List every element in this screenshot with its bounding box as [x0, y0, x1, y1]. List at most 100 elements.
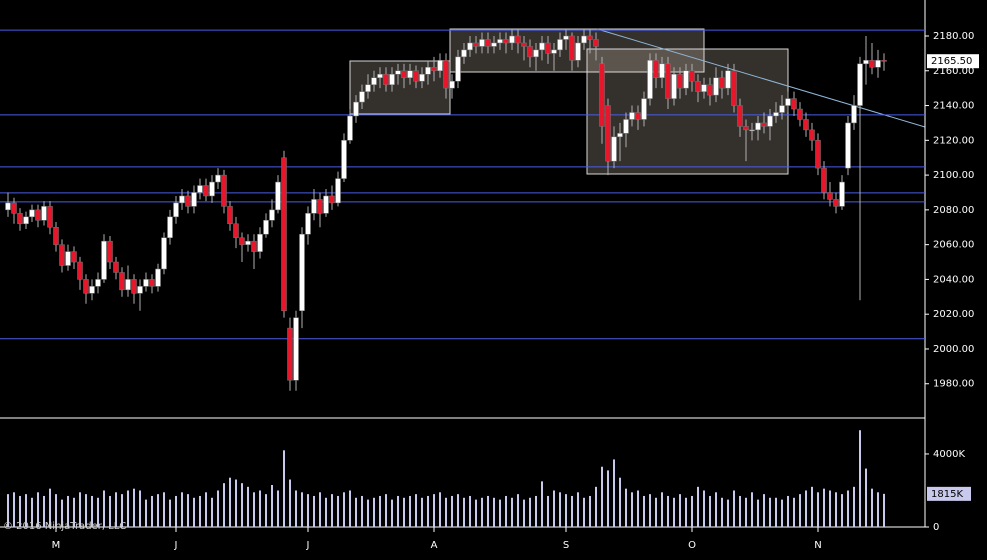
candle-body	[701, 84, 707, 92]
candle-body	[839, 181, 845, 207]
volume-bar	[37, 492, 39, 527]
x-tick-label: N	[814, 540, 821, 551]
volume-bar	[91, 495, 93, 527]
volume-bar	[613, 459, 615, 527]
candle-body	[473, 42, 479, 47]
volume-bar	[391, 499, 393, 527]
candle-body	[251, 240, 257, 252]
volume-bar	[145, 499, 147, 527]
candle-body	[791, 98, 797, 110]
candle-body	[53, 227, 59, 245]
candle-body	[773, 112, 779, 117]
candle-body	[119, 272, 125, 291]
range-box	[586, 48, 789, 175]
candle-body	[377, 73, 383, 78]
candle-body	[83, 279, 89, 294]
volume-bar	[535, 495, 537, 527]
candle-body	[107, 240, 113, 263]
candle-body	[707, 84, 713, 96]
candle-body	[305, 213, 311, 235]
candle-body	[851, 105, 857, 124]
volume-bar	[289, 479, 291, 527]
volume-bar	[487, 495, 489, 527]
candle-body	[113, 261, 119, 273]
candle-body	[383, 73, 389, 85]
volume-bar	[643, 495, 645, 527]
candle-body	[845, 122, 851, 169]
volume-bar	[253, 492, 255, 527]
candle-body	[863, 60, 869, 65]
volume-bar	[859, 430, 861, 527]
volume-bar	[163, 492, 165, 527]
volume-bar	[601, 466, 603, 527]
volume-bar	[709, 495, 711, 527]
candle-body	[275, 181, 281, 211]
volume-bar	[61, 499, 63, 527]
candle-body	[71, 251, 77, 263]
volume-bar	[781, 499, 783, 527]
candle-body	[665, 63, 671, 99]
candle-body	[737, 105, 743, 127]
volume-bar	[241, 483, 243, 527]
volume-bar	[349, 490, 351, 527]
volume-bar	[115, 492, 117, 527]
candle-body	[293, 317, 299, 381]
current-volume-label: 1815K	[931, 489, 963, 500]
volume-bar	[127, 490, 129, 527]
volume-bar	[295, 490, 297, 527]
volume-bar	[331, 494, 333, 527]
volume-bar	[223, 483, 225, 527]
volume-bar	[67, 495, 69, 527]
candle-body	[587, 35, 593, 40]
x-tick-label: O	[688, 540, 696, 551]
candle-body	[575, 42, 581, 61]
candle-body	[65, 251, 71, 266]
volume-bar	[877, 492, 879, 527]
x-tick-label: M	[52, 540, 61, 551]
volume-bar	[175, 495, 177, 527]
candle-body	[263, 220, 269, 235]
volume-bar	[745, 497, 747, 527]
candle-body	[413, 70, 419, 82]
volume-bar	[835, 492, 837, 527]
volume-bar	[79, 492, 81, 527]
volume-bar	[109, 495, 111, 527]
y-tick-label: 2120.00	[933, 135, 974, 146]
volume-bar	[277, 490, 279, 527]
volume-bar	[577, 492, 579, 527]
candle-body	[647, 60, 653, 99]
candle-body	[335, 178, 341, 204]
volume-bar	[883, 493, 885, 527]
volume-bar	[439, 492, 441, 527]
candle-body	[11, 202, 17, 214]
candle-body	[713, 77, 719, 96]
candle-body	[401, 70, 407, 78]
candle-body	[533, 49, 539, 58]
volume-bar	[409, 495, 411, 527]
candle-body	[671, 73, 677, 99]
volume-bar	[121, 494, 123, 527]
volume-bar	[475, 499, 477, 527]
candle-body	[59, 244, 65, 266]
candle-body	[29, 209, 35, 218]
volume-bar	[589, 495, 591, 527]
volume-bar	[445, 497, 447, 527]
volume-bar	[769, 497, 771, 527]
candle-body	[431, 67, 437, 72]
volume-bar	[787, 495, 789, 527]
candle-body	[617, 133, 623, 138]
candle-body	[719, 77, 725, 89]
candle-body	[527, 46, 533, 58]
volume-bar	[715, 492, 717, 527]
volume-bar	[829, 490, 831, 527]
candle-body	[683, 70, 689, 89]
volume-bar	[655, 497, 657, 527]
candle-body	[269, 209, 275, 221]
candle-body	[809, 129, 815, 141]
candle-body	[239, 237, 245, 245]
candle-body	[287, 327, 293, 381]
candle-body	[761, 122, 767, 127]
candle-body	[167, 216, 173, 238]
candle-body	[821, 167, 827, 193]
current-price-flag	[927, 54, 979, 69]
